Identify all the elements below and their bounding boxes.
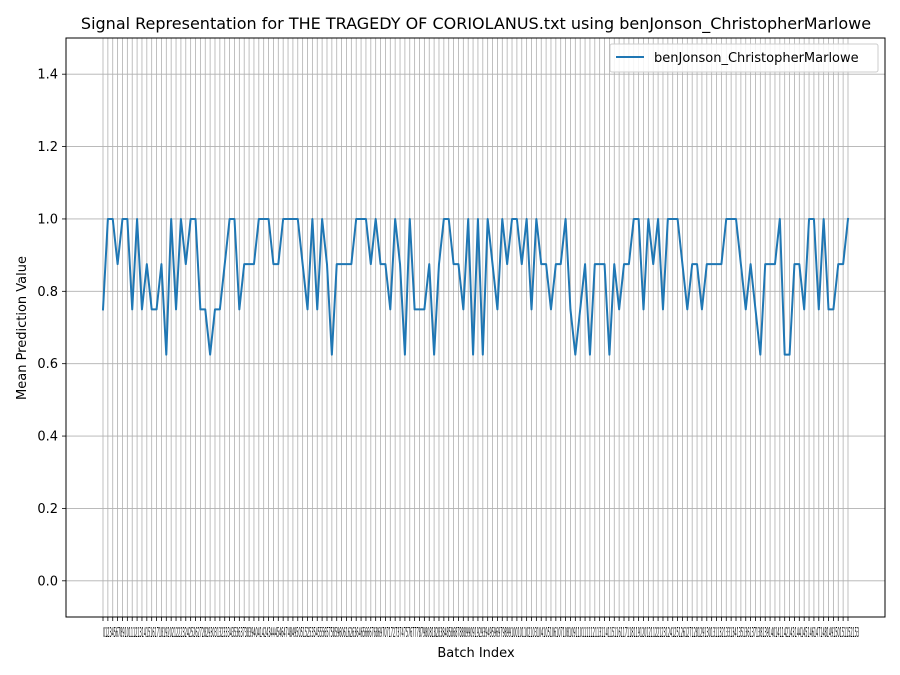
x-tick-labels: 0123456789101112131415161718192021222324… <box>103 626 859 641</box>
y-tick-label: 0.6 <box>37 357 58 372</box>
y-tick-label: 0.4 <box>37 430 58 445</box>
y-tick-label: 1.2 <box>37 140 58 155</box>
legend-label: benJonson_ChristopherMarlowe <box>654 51 859 66</box>
x-gridlines <box>102 38 849 617</box>
plot-area-frame <box>65 37 886 618</box>
y-tick-label: 0.2 <box>37 502 58 517</box>
legend-box <box>609 43 879 73</box>
y-tick-label: 0.0 <box>37 574 58 589</box>
x-axis-ticks <box>102 617 849 621</box>
y-tick-label: 0.8 <box>37 285 58 300</box>
y-tick-label: 1.4 <box>37 68 58 83</box>
x-axis-label: Batch Index <box>437 646 515 661</box>
chart-title: Signal Representation for THE TRAGEDY OF… <box>81 14 871 34</box>
y-axis-label: Mean Prediction Value <box>15 256 30 400</box>
series-line-benjonson-christophermarlowe <box>101 217 850 356</box>
y-axis-ticks: 0.0 0.2 0.4 0.6 0.8 1.0 1.2 1.4 <box>37 68 66 589</box>
y-tick-label: 1.0 <box>37 212 58 227</box>
legend: benJonson_ChristopherMarlowe <box>609 43 879 73</box>
